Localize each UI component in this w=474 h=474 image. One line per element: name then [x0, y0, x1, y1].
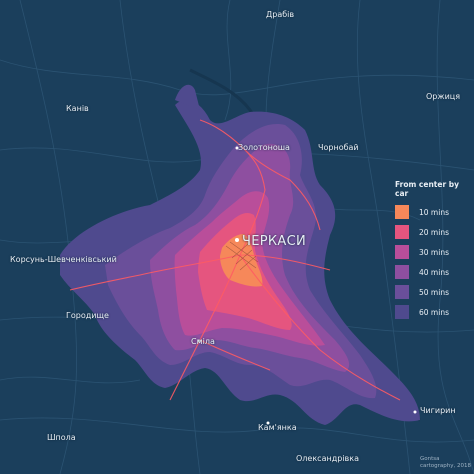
- legend-item-10: 10 mins: [395, 202, 474, 222]
- place-label-korsun: Корсунь-Шевченківський: [10, 255, 117, 264]
- legend-swatch-30: [395, 245, 409, 259]
- place-label-kamianka: Кам'янка: [258, 423, 297, 432]
- legend-item-50: 50 mins: [395, 282, 474, 302]
- legend-swatch-60: [395, 305, 409, 319]
- city-grid: [225, 241, 259, 271]
- legend-label-50: 50 mins: [419, 287, 449, 297]
- credit: Gontsa cartography, 2018: [420, 456, 472, 470]
- place-dots: [197, 146, 417, 425]
- place-label-smila: Сміла: [191, 337, 215, 346]
- place-label-orzhytsia: Оржиця: [426, 92, 461, 101]
- legend-label-40: 40 mins: [419, 267, 449, 277]
- place-label-cherkasy: ЧЕРКАСИ: [242, 234, 306, 249]
- place-label-kaniv: Канів: [66, 104, 89, 113]
- legend-item-20: 20 mins: [395, 222, 474, 242]
- place-label-chornobai: Чорнобай: [318, 143, 359, 152]
- legend-item-60: 60 mins: [395, 302, 474, 322]
- place-label-drabiv: Драбів: [266, 10, 295, 19]
- credit-note: cartography, 2018: [420, 463, 472, 469]
- legend-swatch-20: [395, 225, 409, 239]
- legend-swatch-40: [395, 265, 409, 279]
- legend-swatch-10: [395, 205, 409, 219]
- legend-swatch-50: [395, 285, 409, 299]
- legend-label-20: 20 mins: [419, 227, 449, 237]
- legend-item-40: 40 mins: [395, 262, 474, 282]
- place-label-oleksandrivka: Олександрівка: [296, 454, 359, 463]
- legend-item-30: 30 mins: [395, 242, 474, 262]
- place-label-horodyshche: Городище: [66, 311, 109, 320]
- legend-title: From center by car: [395, 180, 460, 198]
- credit-author: Gontsa: [420, 456, 440, 462]
- place-label-shpola: Шпола: [47, 433, 76, 442]
- legend-label-60: 60 mins: [419, 307, 449, 317]
- legend-label-30: 30 mins: [419, 247, 449, 257]
- place-label-chyhyryn: Чигирин: [420, 406, 456, 415]
- legend-label-10: 10 mins: [419, 207, 449, 217]
- legend: From center by car 10 mins 20 mins 30 mi…: [395, 180, 474, 322]
- place-label-zolotonosha: Золотоноша: [238, 143, 290, 152]
- isochrone-10: [220, 234, 263, 287]
